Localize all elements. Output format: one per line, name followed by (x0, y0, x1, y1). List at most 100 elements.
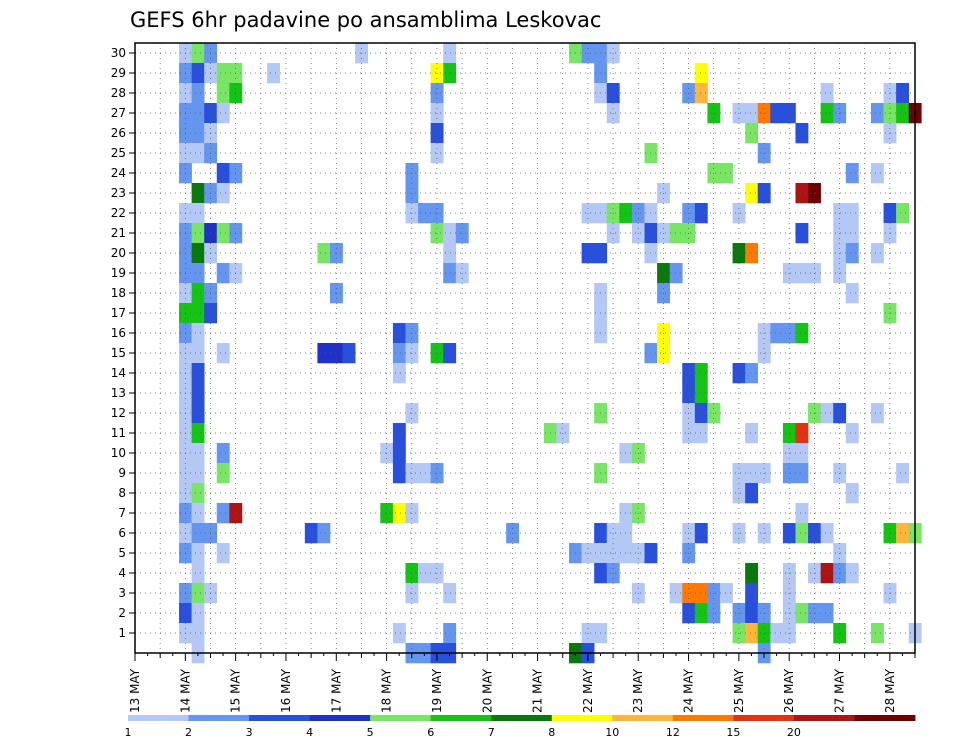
legend-swatch (551, 715, 613, 721)
heatmap-cell (720, 163, 733, 184)
heatmap-cell (820, 603, 834, 624)
heatmap-cell (845, 283, 859, 304)
heatmap-cell (745, 123, 759, 144)
heatmap-cell (191, 83, 205, 104)
heatmap-cell (694, 583, 708, 604)
legend-swatch (370, 715, 432, 721)
heatmap-cell (795, 183, 809, 204)
heatmap-cell (845, 163, 859, 184)
heatmap-cell (870, 403, 884, 424)
x-tick-label: 13 MAY (128, 668, 142, 713)
heatmap-cell (191, 403, 205, 424)
heatmap-cell (191, 503, 205, 524)
heatmap-cell (896, 103, 910, 124)
heatmap-cell (694, 603, 708, 624)
y-tick-label: 5 (118, 546, 126, 560)
heatmap-cell (191, 323, 205, 344)
heatmap-cell (317, 243, 331, 264)
legend-swatch (672, 715, 734, 721)
legend-label: 2 (185, 726, 192, 739)
heatmap-cell (191, 423, 205, 444)
heatmap-cell (191, 43, 205, 64)
x-tick-label: 16 MAY (279, 668, 293, 713)
heatmap-cell (745, 603, 759, 624)
heatmap-cell (694, 423, 708, 444)
heatmap-cell (191, 283, 205, 304)
heatmap-cell (191, 123, 205, 144)
heatmap-cell (795, 603, 809, 624)
heatmap-cell (896, 203, 910, 224)
y-tick-label: 13 (111, 386, 126, 400)
y-tick-label: 3 (118, 586, 126, 600)
heatmap-cell (745, 423, 759, 444)
heatmap-cell (795, 263, 809, 284)
heatmap-cell (745, 483, 759, 504)
heatmap-cell (191, 623, 205, 644)
heatmap-cell (216, 443, 230, 464)
heatmap-cell (191, 523, 205, 544)
y-tick-label: 9 (118, 466, 126, 480)
heatmap-cell (745, 623, 759, 644)
heatmap-cell (392, 323, 406, 344)
legend-label: 20 (787, 726, 801, 739)
heatmap-cell (191, 103, 205, 124)
y-tick-label: 10 (111, 446, 126, 460)
heatmap-cell (845, 203, 859, 224)
heatmap-cell (694, 63, 708, 84)
heatmap-cell (191, 443, 205, 464)
heatmap-cell (845, 483, 859, 504)
heatmap-cell (216, 463, 230, 484)
heatmap-cell (191, 583, 205, 604)
x-tick-label: 22 MAY (581, 668, 595, 713)
heatmap-cell (216, 343, 230, 364)
x-tick-label: 25 MAY (732, 668, 746, 713)
y-tick-label: 16 (111, 326, 126, 340)
heatmap-cell (795, 503, 809, 524)
heatmap-cell (418, 563, 431, 584)
legend-swatch (491, 715, 553, 721)
legend-swatch (430, 715, 492, 721)
heatmap-cell (216, 543, 230, 564)
x-tick-label: 21 MAY (531, 668, 545, 713)
heatmap-cell (191, 483, 205, 504)
heatmap-cell (191, 243, 205, 264)
heatmap-cell (191, 263, 205, 284)
color-legend: 1 2 3 4 5 6 7 8 10 12 15 20 (125, 715, 916, 739)
heatmap-cell (795, 323, 809, 344)
legend-swatch (733, 715, 795, 721)
heatmap-cell (216, 183, 230, 204)
y-tick-label: 19 (111, 266, 126, 280)
y-tick-label: 30 (111, 46, 126, 60)
heatmap-cell (669, 583, 683, 604)
y-tick-label: 7 (118, 506, 126, 520)
x-tick-label: 24 MAY (682, 668, 696, 713)
x-tick-label: 17 MAY (329, 668, 343, 713)
y-tick-label: 11 (111, 426, 126, 440)
heatmap-cell (443, 263, 457, 284)
y-tick-label: 17 (111, 306, 126, 320)
legend-label: 6 (427, 726, 434, 739)
heatmap-cell (795, 523, 809, 544)
heatmap-cell (342, 343, 356, 364)
heatmap-cell (317, 523, 331, 544)
heatmap-cell (443, 63, 457, 84)
heatmap-cell (845, 563, 859, 584)
heatmap-cell (392, 443, 406, 464)
y-tick-label: 29 (111, 66, 126, 80)
heatmap-cell (720, 583, 733, 604)
heatmap-cell (669, 223, 683, 244)
y-tick-label: 28 (111, 86, 126, 100)
heatmap-cell (216, 223, 230, 244)
x-tick-label: 27 MAY (833, 668, 847, 713)
heatmap-cell (694, 383, 708, 404)
heatmap-cell (795, 223, 809, 244)
heatmap-cell (745, 183, 759, 204)
heatmap-cell (216, 83, 230, 104)
heatmap-cell (845, 223, 859, 244)
y-tick-label: 20 (111, 246, 126, 260)
heatmap-cell (317, 343, 331, 364)
heatmap-cell (392, 363, 406, 384)
heatmap-cell (191, 463, 205, 484)
heatmap-cell (191, 363, 205, 384)
heatmap-cell (216, 503, 230, 524)
